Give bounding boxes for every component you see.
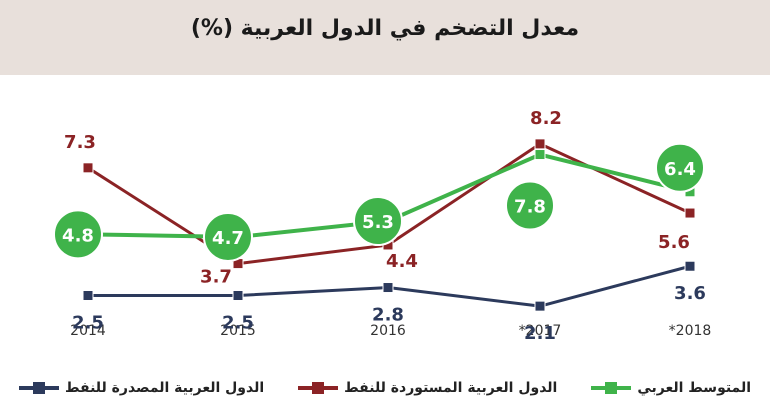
data-label: 7.8 — [514, 197, 546, 218]
data-point — [684, 207, 696, 219]
data-label: 5.6 — [658, 232, 690, 253]
chart-title: معدل التضخم في الدول العربية (%) — [190, 16, 580, 41]
data-point — [382, 282, 394, 294]
data-label: 6.4 — [664, 159, 696, 180]
value-bubble — [353, 196, 403, 247]
data-label: 4.7 — [212, 228, 244, 249]
chart-area: 2014 2015 2016 *2017 *2018 2.5 2.5 2.8 2.1 3.6 7.3… — [0, 75, 770, 407]
header-band: معدل التضخم في الدول العربية (%) — [0, 0, 770, 75]
data-point — [534, 138, 546, 150]
value-bubble — [53, 209, 103, 260]
value-bubble — [203, 211, 253, 262]
legend-label: المتوسط العربي — [637, 380, 751, 396]
legend-item: الدول العربية المصدرة للنفط — [19, 380, 264, 396]
chart-legend: المتوسط العربي الدول العربية المستوردة لل… — [0, 373, 770, 403]
data-label: 5.3 — [362, 212, 394, 233]
legend-swatch — [298, 382, 339, 394]
data-point — [232, 290, 244, 301]
data-label: 8.2 — [530, 108, 562, 129]
data-label: 2.8 — [372, 305, 404, 326]
data-point — [534, 300, 546, 312]
data-label: 4.8 — [62, 225, 94, 246]
data-point — [82, 290, 94, 301]
data-point — [534, 149, 546, 161]
data-label: 3.6 — [674, 283, 706, 304]
line-chart: 2014 2015 2016 *2017 *2018 2.5 2.5 2.8 2.1 3.6 7.3… — [53, 108, 712, 344]
data-label: 2.5 — [222, 313, 254, 334]
x-tick-label: 2015 — [220, 323, 256, 339]
data-label: 2.1 — [524, 323, 556, 344]
value-bubble — [505, 180, 555, 231]
legend-item: الدول العربية المستوردة للنفط — [298, 380, 557, 396]
legend-swatch — [19, 382, 59, 394]
legend-label: الدول العربية المصدرة للنفط — [65, 380, 265, 396]
x-tick-label: *2017 — [519, 323, 562, 339]
data-label: 4.4 — [386, 251, 418, 272]
x-tick-label: 2016 — [370, 323, 406, 339]
x-tick-label: *2018 — [669, 323, 712, 339]
value-bubble — [655, 142, 705, 193]
data-label: 3.7 — [200, 267, 232, 288]
legend-item: المتوسط العربي — [591, 380, 751, 396]
data-point — [82, 162, 94, 174]
data-label: 7.3 — [64, 132, 96, 153]
data-point — [684, 260, 696, 272]
legend-swatch — [591, 382, 632, 394]
legend-label: الدول العربية المستوردة للنفط — [344, 380, 558, 396]
data-label: 2.5 — [72, 313, 104, 334]
x-tick-label: 2014 — [70, 323, 106, 339]
